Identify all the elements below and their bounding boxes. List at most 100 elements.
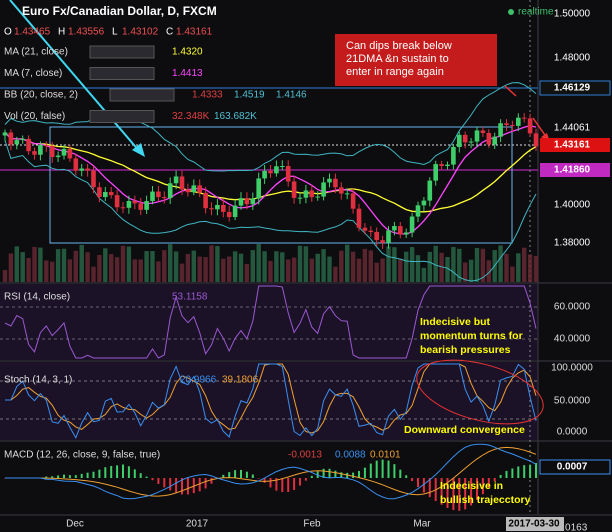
candle-body — [150, 191, 155, 202]
time-label: Dec — [66, 519, 84, 530]
macd-hist — [446, 478, 449, 509]
indicator-label: MA (7, close) — [4, 68, 62, 79]
macd-hist — [529, 464, 532, 478]
note-text: enter in range again — [346, 66, 444, 78]
macd-hist — [387, 460, 390, 478]
macd-hist — [517, 466, 520, 478]
candle-body — [215, 204, 220, 210]
candle-body — [392, 226, 397, 231]
macd-hist — [523, 465, 526, 478]
candle-body — [333, 178, 338, 188]
macd-hist — [198, 478, 201, 492]
panel-axis-label: 60.0000 — [554, 302, 591, 313]
volume-bar — [297, 245, 303, 282]
macd-hist — [175, 478, 178, 493]
panel-axis-label: 0.0007 — [557, 462, 588, 473]
macd-hist — [464, 478, 467, 510]
indicator-value: 1.4519 — [234, 90, 265, 101]
candle-body — [356, 208, 362, 228]
candle-body — [226, 211, 232, 218]
macd-hist — [98, 469, 101, 478]
macd-hist — [458, 478, 461, 511]
macd-hist — [133, 469, 136, 478]
macd-hist — [151, 478, 154, 481]
candle-body — [203, 192, 208, 209]
volume-bar — [280, 252, 285, 282]
candle-body — [26, 138, 31, 152]
macd-hist — [322, 468, 325, 478]
volume-bar — [409, 247, 415, 282]
volume-bar — [268, 260, 273, 282]
candle-body — [197, 185, 202, 193]
candle-body — [315, 196, 320, 198]
volume-bar — [374, 262, 379, 282]
time-label: 2017-03-30 — [508, 519, 560, 530]
panel-axis-label: 0.0163 — [557, 523, 588, 532]
candle-body — [498, 123, 503, 137]
macd-hist — [222, 474, 225, 478]
volume-bar — [109, 254, 114, 282]
price-label: 1.43161 — [554, 140, 591, 151]
volume-bar — [103, 248, 108, 282]
volume-bar — [404, 251, 409, 282]
panel-label: MACD (12, 26, close, 9, false, true) — [4, 450, 160, 461]
volume-bar — [527, 254, 533, 282]
volume-bar — [380, 258, 385, 282]
candle-body — [368, 230, 374, 232]
macd-hist — [204, 478, 207, 489]
candle-body — [339, 187, 344, 194]
candle-body — [480, 130, 486, 133]
ohlc-key: L — [112, 27, 118, 38]
macd-hist — [399, 469, 402, 478]
volume-bar — [85, 252, 90, 282]
volume-bar — [55, 249, 61, 282]
volume-bar — [468, 259, 474, 282]
volume-bar — [38, 247, 43, 282]
macd-hist — [411, 478, 414, 482]
volume-bar — [14, 246, 19, 282]
candle-body — [280, 166, 285, 168]
volume-bar — [339, 250, 344, 282]
candle-body — [457, 134, 462, 147]
candle-body — [185, 189, 191, 193]
candle-body — [415, 205, 421, 217]
candle-body — [67, 148, 73, 159]
indicator-label: BB (20, close, 2) — [4, 90, 78, 101]
candle-body — [20, 138, 25, 141]
stoch-k — [5, 363, 537, 439]
volume-bar — [303, 246, 309, 282]
volume-bar — [451, 246, 456, 282]
candle-body — [108, 192, 114, 196]
macd-hist — [74, 475, 77, 478]
volume-bar — [522, 247, 527, 282]
candle-body — [433, 164, 438, 181]
macd-hist — [92, 471, 95, 478]
macd-signal — [5, 446, 537, 497]
volume-bar — [26, 257, 31, 282]
volume-bar — [61, 248, 67, 282]
candle-body — [61, 148, 67, 156]
indicator-value: 163.682K — [214, 111, 257, 122]
candle-body — [374, 231, 379, 241]
macd-hist — [116, 465, 119, 478]
candle-body — [250, 198, 256, 205]
candle-body — [44, 145, 49, 147]
macd-hist — [481, 478, 484, 495]
candle-body — [49, 145, 55, 158]
macd-hist — [440, 478, 443, 505]
macd-tag — [539, 459, 611, 475]
panel-note: Indecisive in — [440, 480, 503, 492]
volume-bar — [533, 255, 539, 282]
candle-body — [474, 130, 480, 142]
macd-hist — [470, 478, 473, 506]
macd-hist — [122, 464, 124, 478]
candle-body — [403, 232, 409, 235]
volume-bar — [138, 259, 143, 282]
ohlc-key: C — [166, 27, 173, 38]
volume-bar — [274, 251, 279, 282]
candle-body — [309, 190, 315, 198]
macd-hist — [163, 478, 166, 488]
macd-hist — [68, 475, 71, 478]
macd-hist — [535, 463, 537, 478]
